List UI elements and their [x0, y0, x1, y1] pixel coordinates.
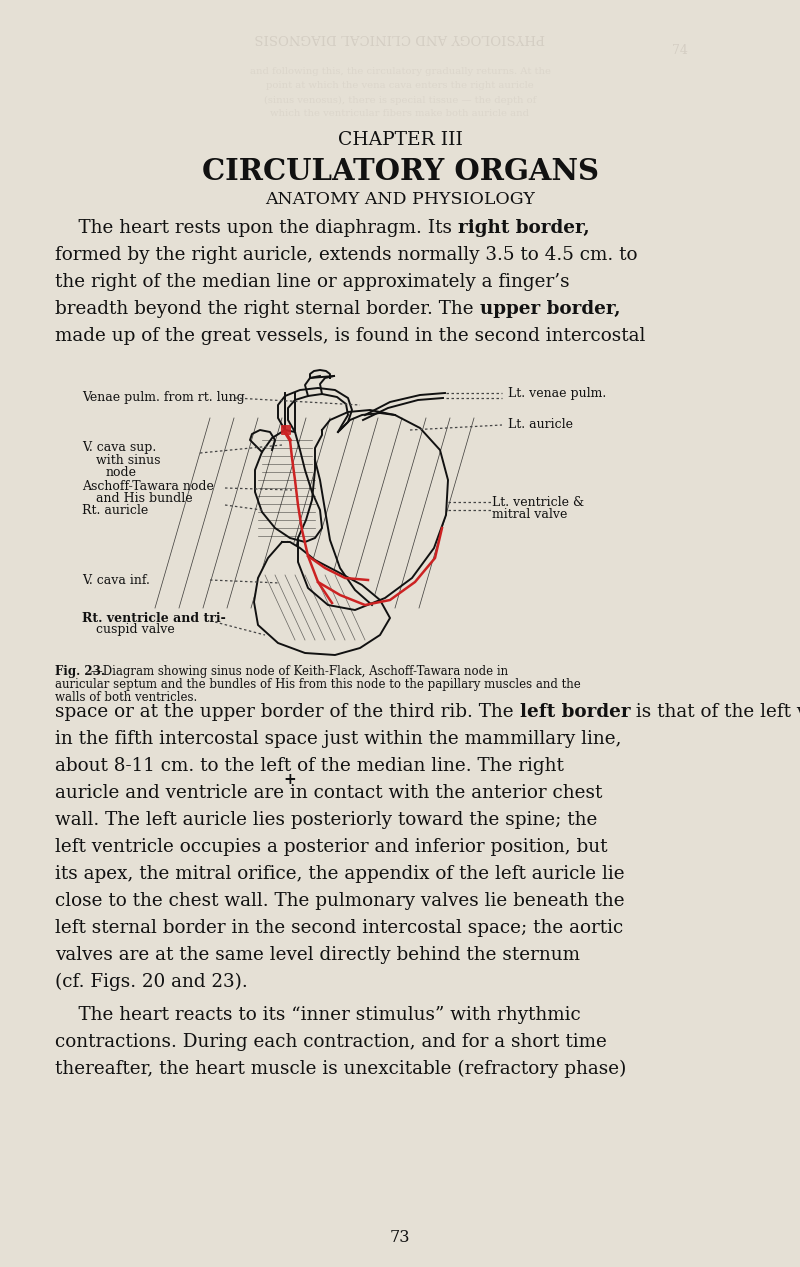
Text: 74: 74	[672, 43, 688, 57]
Text: valves are at the same level directly behind the sternum: valves are at the same level directly be…	[55, 946, 580, 964]
Text: PHYSIOLOGY AND CLINICAL DIAGNOSIS: PHYSIOLOGY AND CLINICAL DIAGNOSIS	[254, 32, 546, 44]
Text: (cf. Figs. 20 and 23).: (cf. Figs. 20 and 23).	[55, 973, 248, 991]
Text: Lt. venae pulm.: Lt. venae pulm.	[508, 386, 606, 399]
Text: +: +	[284, 773, 296, 788]
Text: thereafter, the heart muscle is unexcitable (refractory phase): thereafter, the heart muscle is unexcita…	[55, 1060, 626, 1078]
Text: and His bundle: and His bundle	[96, 492, 193, 504]
Text: Rt. auricle: Rt. auricle	[82, 503, 148, 517]
Text: node: node	[106, 465, 137, 479]
Text: ANATOMY AND PHYSIOLOGY: ANATOMY AND PHYSIOLOGY	[265, 191, 535, 209]
Text: Fig. 23.: Fig. 23.	[55, 665, 105, 678]
FancyBboxPatch shape	[281, 424, 291, 435]
Text: Lt. auricle: Lt. auricle	[508, 418, 573, 432]
Text: V. cava inf.: V. cava inf.	[82, 574, 150, 587]
Text: walls of both ventricles.: walls of both ventricles.	[55, 691, 198, 704]
Text: made up of the great vessels, is found in the second intercostal: made up of the great vessels, is found i…	[55, 327, 646, 345]
Polygon shape	[254, 542, 390, 655]
Text: left sternal border in the second intercostal space; the aortic: left sternal border in the second interc…	[55, 919, 623, 938]
Text: with sinus: with sinus	[96, 454, 161, 466]
Text: the right of the median line or approximately a finger’s: the right of the median line or approxim…	[55, 272, 570, 291]
Text: and following this, the circulatory gradually returns. At the: and following this, the circulatory grad…	[250, 67, 550, 76]
Text: formed by the right auricle, extends normally 3.5 to 4.5 cm. to: formed by the right auricle, extends nor…	[55, 246, 638, 264]
Text: V. cava sup.: V. cava sup.	[82, 441, 156, 455]
Text: —Diagram showing sinus node of Keith-Flack, Aschoff-Tawara node in: —Diagram showing sinus node of Keith-Fla…	[91, 665, 508, 678]
Text: cuspid valve: cuspid valve	[96, 623, 174, 636]
Text: Venae pulm. from rt. lung: Venae pulm. from rt. lung	[82, 392, 245, 404]
Text: mitral valve: mitral valve	[492, 508, 567, 521]
Text: auricular septum and the bundles of His from this node to the papillary muscles : auricular septum and the bundles of His …	[55, 678, 581, 691]
Text: Aschoff-Tawara node: Aschoff-Tawara node	[82, 480, 214, 494]
Text: breadth beyond the right sternal border. The: breadth beyond the right sternal border.…	[55, 300, 479, 318]
Text: right border,: right border,	[458, 219, 590, 237]
Text: close to the chest wall. The pulmonary valves lie beneath the: close to the chest wall. The pulmonary v…	[55, 892, 625, 910]
Text: wall. The left auricle lies posteriorly toward the spine; the: wall. The left auricle lies posteriorly …	[55, 811, 598, 829]
Text: space or at the upper border of the third rib. The: space or at the upper border of the thir…	[55, 703, 519, 721]
Text: in the fifth intercostal space just within the mammillary line,: in the fifth intercostal space just with…	[55, 730, 622, 748]
Text: auricle and ventricle are in contact with the anterior chest: auricle and ventricle are in contact wit…	[55, 784, 602, 802]
Text: upper border,: upper border,	[479, 300, 620, 318]
Text: contractions. During each contraction, and for a short time: contractions. During each contraction, a…	[55, 1033, 607, 1052]
Text: The heart rests upon the diaphragm. Its: The heart rests upon the diaphragm. Its	[55, 219, 458, 237]
Text: CIRCULATORY ORGANS: CIRCULATORY ORGANS	[202, 157, 598, 186]
Text: about 8‑11 cm. to the left of the median line. The right: about 8‑11 cm. to the left of the median…	[55, 756, 564, 775]
Text: which the ventricular fibers make both auricle and: which the ventricular fibers make both a…	[270, 109, 530, 119]
Text: The heart reacts to its “inner stimulus” with rhythmic: The heart reacts to its “inner stimulus”…	[55, 1006, 581, 1024]
Text: (sinus venosus), there is special tissue — the depth of: (sinus venosus), there is special tissue…	[264, 95, 536, 105]
Text: is that of the left ventricle and lies just outside the apex beat,: is that of the left ventricle and lies j…	[630, 703, 800, 721]
Text: Rt. ventricle and tri-: Rt. ventricle and tri-	[82, 612, 226, 625]
Text: Lt. ventricle &: Lt. ventricle &	[492, 495, 584, 508]
Text: left ventricle occupies a posterior and inferior position, but: left ventricle occupies a posterior and …	[55, 837, 607, 856]
Text: its apex, the mitral orifice, the appendix of the left auricle lie: its apex, the mitral orifice, the append…	[55, 865, 625, 883]
Text: left border: left border	[519, 703, 630, 721]
Text: 73: 73	[390, 1229, 410, 1245]
Text: point at which the vena cava enters the right auricle: point at which the vena cava enters the …	[266, 81, 534, 90]
Text: CHAPTER III: CHAPTER III	[338, 131, 462, 150]
